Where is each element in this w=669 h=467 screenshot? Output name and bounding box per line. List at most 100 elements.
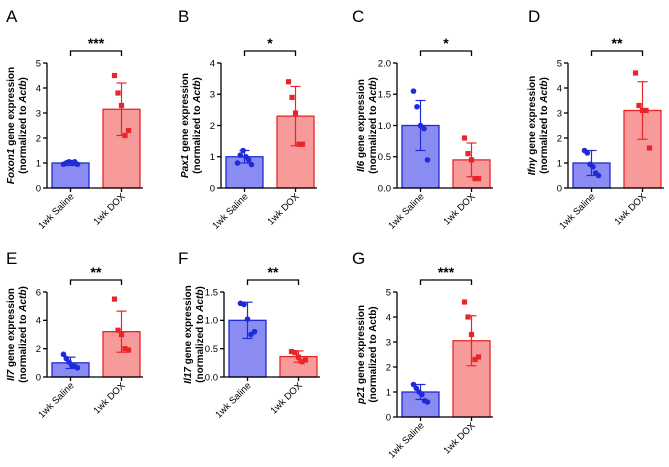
dox-data-point bbox=[465, 151, 471, 157]
dox-data-point bbox=[285, 79, 292, 85]
y-axis-label-normalized: (normalized to bbox=[192, 103, 203, 174]
significance-bracket bbox=[419, 279, 473, 285]
panel-letter: C bbox=[352, 7, 364, 26]
dox-data-point bbox=[111, 296, 118, 302]
dox-data-point bbox=[289, 94, 295, 100]
significance-stars: *** bbox=[88, 35, 105, 51]
dox-data-point bbox=[475, 354, 482, 360]
y-tick-label: 1 bbox=[36, 158, 41, 169]
category-label: 1wk DOX bbox=[441, 191, 478, 228]
dox-data-point bbox=[115, 327, 121, 333]
saline-data-point bbox=[590, 163, 596, 170]
y-tick-label: 0.0 bbox=[205, 372, 218, 383]
panel-letter: G bbox=[352, 249, 365, 268]
y-axis-label-reference-gene: Actb bbox=[18, 289, 29, 312]
category-label: 1wk Saline bbox=[36, 380, 76, 420]
dox-data-point bbox=[125, 127, 132, 134]
y-axis-label-line2: (normalized to Actb) bbox=[18, 286, 29, 383]
saline-data-point bbox=[595, 172, 602, 179]
y-axis-label-normalized: (normalized to bbox=[368, 103, 379, 174]
significance-stars: * bbox=[267, 35, 273, 51]
saline-data-point bbox=[234, 160, 241, 166]
dox-data-point bbox=[302, 357, 309, 363]
y-axis-label-line2: (normalized to Actb) bbox=[192, 77, 203, 174]
saline-bar bbox=[51, 162, 90, 189]
y-axis-label-close: ) bbox=[195, 286, 206, 289]
saline-data-point bbox=[424, 399, 431, 405]
dox-data-point bbox=[643, 107, 649, 114]
y-tick-label: 0.5 bbox=[378, 152, 391, 163]
category-label: 1wk DOX bbox=[612, 191, 649, 228]
dox-data-point bbox=[468, 157, 475, 163]
y-axis-label-line2: (normalized to Actb) bbox=[18, 77, 29, 174]
y-axis-label-line2: (normalized to Actb) bbox=[368, 77, 379, 174]
y-tick-label: 2 bbox=[557, 133, 562, 144]
y-axis-label-close: ) bbox=[18, 77, 29, 80]
panel-c: C 0.0 0.5 1.0 1.5 2.0 1wk Saline 1wk DOX * Il6 ge… bbox=[352, 7, 493, 232]
y-axis-label-rest: gene expression bbox=[6, 67, 17, 149]
y-tick-label: 1.5 bbox=[378, 90, 391, 101]
saline-data-point bbox=[244, 316, 251, 323]
y-axis-label-normalized: (normalized to bbox=[18, 103, 29, 174]
category-label: 1wk Saline bbox=[386, 191, 426, 231]
significance-bracket bbox=[246, 279, 300, 285]
dox-data-point bbox=[122, 346, 128, 352]
dox-data-point bbox=[115, 90, 121, 96]
dox-data-point bbox=[639, 107, 646, 114]
category-label: 1wk DOX bbox=[265, 191, 302, 228]
y-axis-label-line2: (normalized to Actb) bbox=[195, 286, 206, 383]
panel-letter: A bbox=[6, 7, 18, 26]
y-axis-label-rest: gene expression bbox=[180, 73, 191, 155]
y-tick-label: 5 bbox=[386, 287, 391, 298]
y-axis-label-rest: gene expression bbox=[356, 79, 367, 161]
significance-stars: ** bbox=[91, 264, 102, 280]
category-label: 1wk DOX bbox=[91, 380, 128, 417]
y-tick-label: 1 bbox=[386, 387, 391, 398]
panel-b: B 0 1 2 3 4 1wk Saline 1wk DOX * Pax1 gene expres… bbox=[178, 7, 317, 232]
y-axis-label-normalized: (normalized to bbox=[539, 103, 550, 174]
y-axis-label-line1: Il17 gene expression bbox=[183, 285, 194, 383]
y-tick-label: 0.5 bbox=[205, 344, 218, 355]
y-tick-label: 0 bbox=[36, 183, 41, 194]
y-tick-label: 0 bbox=[210, 183, 215, 194]
dox-data-point bbox=[292, 110, 299, 116]
y-axis-label-reference-gene: Actb bbox=[192, 80, 203, 103]
y-axis-label-normalized: (normalized to bbox=[18, 312, 29, 383]
dox-data-point bbox=[299, 141, 306, 147]
category-label: 1wk DOX bbox=[268, 380, 305, 417]
y-tick-label: 0 bbox=[36, 372, 41, 383]
dox-data-point bbox=[472, 176, 478, 182]
significance-bracket bbox=[243, 50, 297, 56]
y-axis-label-line1: Ifnγ gene expression bbox=[527, 76, 538, 175]
significance-bracket bbox=[590, 50, 644, 56]
y-axis-label-line1: Il7 gene expression bbox=[6, 288, 17, 381]
y-tick-label: 4 bbox=[386, 312, 391, 323]
y-axis-label-reference-gene: Actb bbox=[539, 80, 550, 103]
significance-bracket bbox=[69, 50, 123, 56]
significance-stars: *** bbox=[438, 264, 455, 280]
y-axis-label-gene: Pax1 bbox=[180, 154, 191, 178]
panel-letter: B bbox=[178, 7, 189, 26]
dox-data-point bbox=[292, 350, 298, 356]
dox-data-point bbox=[475, 176, 482, 182]
dox-data-point bbox=[646, 145, 653, 151]
y-tick-label: 4 bbox=[210, 58, 215, 69]
dox-data-point bbox=[468, 331, 475, 338]
y-axis-label-gene: Il6 bbox=[356, 160, 367, 172]
saline-data-point bbox=[248, 161, 255, 168]
y-axis-label-line1: Foxon1 gene expression bbox=[6, 67, 17, 184]
y-tick-label: 1 bbox=[557, 158, 562, 169]
category-label: 1wk DOX bbox=[441, 420, 478, 457]
dox-data-point bbox=[299, 359, 305, 365]
y-axis-label-normalized: (normalized to bbox=[195, 312, 206, 383]
category-label: 1wk DOX bbox=[91, 191, 128, 228]
dox-data-point bbox=[632, 70, 639, 76]
y-tick-label: 2 bbox=[386, 362, 391, 373]
y-axis-label-gene: Il17 bbox=[183, 367, 194, 384]
y-tick-label: 2 bbox=[210, 121, 215, 132]
panel-a: A 0 1 2 3 4 5 1wk Saline 1wk DOX *** Foxon1 gene e… bbox=[6, 7, 143, 232]
dox-data-point bbox=[465, 314, 471, 320]
y-tick-label: 0.0 bbox=[378, 183, 391, 194]
saline-data-point bbox=[245, 157, 252, 163]
